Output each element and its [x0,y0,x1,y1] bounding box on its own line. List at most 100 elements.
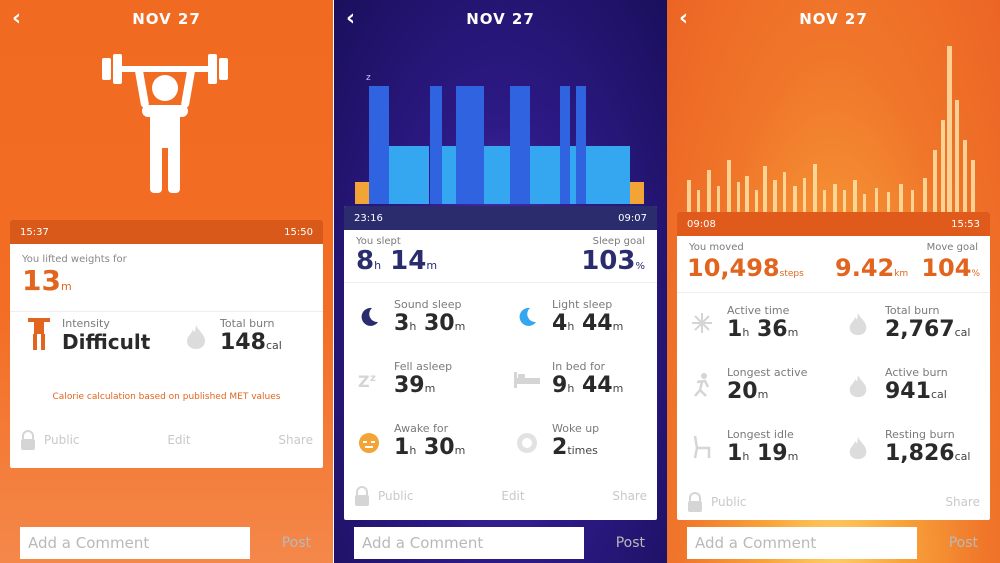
time-bar: 09:08 15:53 [677,212,990,236]
cal-unit: cal [954,326,971,339]
light-m: 44 [581,311,613,336]
post-button[interactable]: Post [281,535,311,551]
woke-label: Woke up [552,422,600,435]
longest-active-m: 20 [727,379,758,404]
unit-h: h [742,326,750,339]
edit-button[interactable]: Edit [501,489,525,503]
moved-value: 10,498steps [687,254,804,282]
km-unit: km [894,269,909,279]
goal-value: 104% [921,254,980,282]
lock-icon [21,430,35,450]
slept-m: 14 [390,246,427,276]
back-button[interactable]: ‹ [346,6,356,31]
longest-idle-m: 19 [756,441,788,466]
cal-unit: cal [930,388,947,401]
light-label: Light sleep [552,298,613,311]
km-number: 9.42 [835,254,895,282]
sound-m: 30 [423,311,455,336]
cal-unit: cal [954,450,971,463]
unit-h: h [567,320,575,333]
comment-input[interactable]: Add a Comment [354,527,584,559]
flame-icon [187,325,205,349]
awake-h: 1 [394,435,410,460]
unit-m: m [454,320,466,333]
light-h: 4 [552,311,568,336]
svg-text:z: z [370,373,376,384]
longest-idle-value: 1h 19m [727,441,798,466]
moved-label: You moved [689,242,744,253]
slept-value: 8h 14m [356,247,437,280]
fell-value: 39m [394,373,452,398]
share-bar: Public Edit Share [354,486,647,506]
sleep-graph: z [355,73,644,204]
comment-input[interactable]: Add a Comment [687,527,917,559]
unit-h: h [409,320,417,333]
active-time-h: 1 [727,317,743,342]
sparkle-icon [692,313,712,333]
post-button[interactable]: Post [615,535,645,551]
public-label: Public [44,433,80,447]
longest-idle-h: 1 [727,441,743,466]
sleep-panel: ‹ NOV 27 z 23:16 09:07 You sl [334,0,667,563]
flame-icon [849,374,867,398]
slept-label: You slept [356,236,401,247]
bed-m: 44 [581,373,613,398]
end-time: 15:50 [284,226,313,238]
back-button[interactable]: ‹ [12,6,22,31]
awake-label: Awake for [394,422,449,435]
date-header: NOV 27 [132,10,201,28]
comment-input[interactable]: Add a Comment [20,527,250,559]
sound-h: 3 [394,311,410,336]
longest-idle-label: Longest idle [727,428,794,441]
goal-unit: % [971,269,980,279]
share-button[interactable]: Share [612,489,647,503]
lifted-label: You lifted weights for [22,254,127,265]
unit-h: h [742,450,750,463]
slept-h: 8 [356,246,375,276]
goal-number: 104 [921,254,972,282]
unit-m: m [612,320,624,333]
time-bar: 15:37 15:50 [10,220,323,244]
activity-panel: ‹ NOV 27 [667,0,1000,563]
longest-active-label: Longest active [727,366,808,379]
unit-m: m [757,388,769,401]
public-toggle[interactable]: Public [20,430,80,450]
edit-button[interactable]: Edit [167,433,191,447]
start-time: 09:08 [687,218,716,230]
comment-bar: Add a Comment Post [667,523,1000,563]
workout-card: 15:37 15:50 You lifted weights for 13m I… [10,220,323,468]
public-toggle[interactable]: Public [687,492,747,512]
flame-icon [849,312,867,336]
unit-m: m [454,444,466,457]
sleep-card: 23:16 09:07 You slept 8h 14m Sleep goal … [344,206,657,520]
chair-icon [693,435,711,459]
public-toggle[interactable]: Public [354,486,414,506]
svg-text:z: z [366,73,371,83]
met-note: Calorie calculation based on published M… [52,392,281,402]
date-header: NOV 27 [466,10,535,28]
lifted-unit: m [60,280,72,293]
start-time: 23:16 [354,212,383,224]
lock-icon [355,486,369,506]
unit-m: m [424,382,436,395]
share-bar: Public Share [687,492,980,512]
distance-value: 9.42km [835,254,908,282]
burn-unit: cal [265,339,282,352]
share-button[interactable]: Share [278,433,313,447]
share-bar: Public Edit Share [20,430,313,450]
light-value: 4h 44m [552,311,623,336]
awake-m: 30 [423,435,455,460]
lifted-value: 13 [22,264,61,297]
total-burn-value: 2,767cal [885,317,970,342]
unit-m: m [787,326,799,339]
active-burn-value: 941cal [885,379,948,404]
fell-m: 39 [394,373,425,398]
weightlifter-icon [102,54,228,193]
share-button[interactable]: Share [945,495,980,509]
bed-icon [514,372,540,388]
lifted-duration: 13m [22,265,311,303]
back-button[interactable]: ‹ [679,6,689,31]
goal-label: Sleep goal [592,236,645,247]
post-button[interactable]: Post [948,535,978,551]
goal-label: Move goal [926,242,978,253]
